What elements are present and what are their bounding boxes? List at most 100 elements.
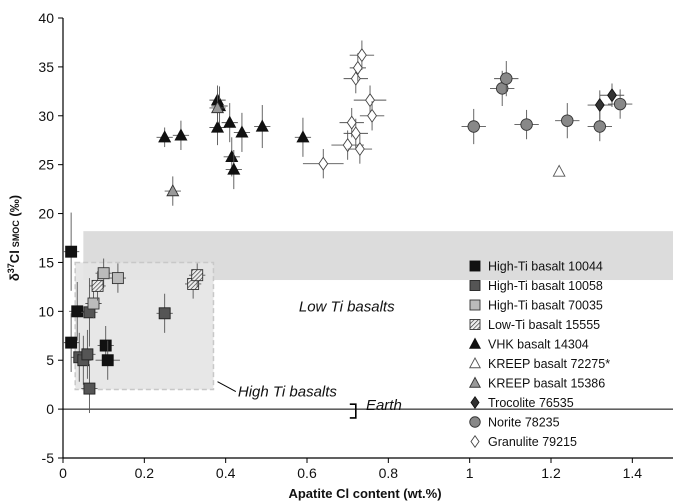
- legend: High-Ti basalt 10044 High-Ti basalt 10058…: [468, 260, 610, 449]
- data-point: [65, 245, 78, 258]
- series-0: [63, 212, 120, 380]
- x-tick-label: 1.4: [623, 465, 643, 481]
- data-point: [191, 269, 204, 282]
- x-tick-label: 1.2: [541, 465, 561, 481]
- x-tick-label: 0.6: [297, 465, 317, 481]
- y-axis-title-element: Cl: [7, 250, 22, 263]
- data-point: [346, 115, 357, 130]
- y-tick-label: -5: [42, 450, 55, 466]
- data-point: [318, 156, 329, 171]
- data-point: [65, 336, 78, 349]
- y-tick-label: 30: [38, 108, 54, 124]
- data-point: [354, 141, 365, 157]
- series-8: [461, 61, 633, 145]
- data-point: [223, 115, 237, 128]
- region-high-ti-outline: [74, 261, 215, 391]
- legend-marker: [469, 299, 481, 311]
- data-point: [227, 162, 241, 175]
- series-7: [587, 83, 625, 120]
- x-tick-label: 0: [59, 465, 67, 481]
- data-point: [613, 97, 627, 111]
- data-point: [99, 339, 112, 352]
- data-point: [97, 267, 110, 280]
- legend-label: Granulite 79215: [488, 435, 577, 449]
- earth-range-bracket: [349, 403, 357, 419]
- y-axis-title-superscript: 37: [6, 263, 16, 273]
- legend-label: High-Ti basalt 10044: [488, 260, 603, 274]
- data-point: [83, 382, 96, 395]
- y-tick-label: 25: [38, 157, 54, 173]
- data-point: [296, 130, 310, 143]
- x-tick-label: 1: [466, 465, 474, 481]
- data-point: [350, 71, 361, 86]
- low-ti-basalts-label: Low Ti basalts: [299, 298, 395, 315]
- data-point: [342, 137, 353, 153]
- data-point: [211, 120, 225, 133]
- legend-label: High-Ti basalt 10058: [488, 279, 603, 293]
- legend-label: Low-Ti basalt 15555: [488, 318, 600, 332]
- legend-label: KREEP basalt 72275*: [488, 357, 610, 371]
- data-point: [593, 120, 607, 133]
- y-tick-label: 20: [38, 206, 54, 222]
- legend-marker: [468, 376, 482, 388]
- x-axis-title: Apatite Cl content (wt.%): [288, 486, 441, 501]
- series-1: [71, 278, 173, 414]
- y-axis-title-delta: δ: [7, 273, 22, 281]
- data-point: [211, 100, 225, 114]
- data-point: [500, 72, 513, 85]
- data-point: [520, 118, 533, 131]
- data-point: [235, 125, 249, 138]
- data-point: [101, 354, 114, 367]
- earth-label: Earth: [366, 397, 402, 414]
- y-axis-title: δ37Cl SMOC (‰): [6, 195, 22, 281]
- data-point: [552, 164, 566, 177]
- y-tick-label: 40: [38, 10, 54, 26]
- legend-marker: [469, 260, 481, 272]
- series-6: [164, 93, 226, 206]
- legend-marker: [470, 395, 480, 410]
- legend-label: Trocolite 76535: [488, 396, 574, 410]
- legend-marker: [468, 337, 482, 349]
- data-point: [255, 119, 269, 132]
- data-point: [607, 88, 617, 103]
- series-2: [85, 258, 127, 319]
- series-9: [302, 40, 387, 179]
- annotations: Low Ti basalts High Ti basalts Earth: [217, 298, 402, 419]
- data-point: [71, 305, 84, 318]
- data-point: [594, 97, 605, 113]
- y-tick-label: 5: [46, 352, 54, 368]
- legend-label: Norite 78235: [488, 416, 560, 430]
- y-tick-label: 15: [38, 254, 54, 270]
- legend-marker: [469, 416, 481, 428]
- data-point: [350, 126, 361, 141]
- data-point: [225, 149, 239, 162]
- data-point: [365, 93, 375, 108]
- high-ti-basalts-label: High Ti basalts: [238, 383, 338, 400]
- series-4: [156, 85, 312, 190]
- y-axis-title-unit: (‰): [7, 195, 22, 220]
- legend-label: High-Ti basalt 70035: [488, 299, 603, 313]
- y-axis-title-subscript: SMOC: [11, 220, 21, 248]
- data-point: [367, 108, 378, 123]
- data-series: [63, 40, 633, 414]
- data-point: [174, 128, 188, 141]
- x-tick-label: 0.8: [379, 465, 399, 481]
- series-3: [89, 263, 206, 301]
- series-5: [552, 164, 566, 177]
- data-point: [111, 272, 124, 285]
- data-point: [158, 130, 172, 143]
- legend-marker: [469, 319, 481, 330]
- data-point: [356, 48, 367, 63]
- high-ti-leader-line: [217, 381, 237, 392]
- data-point: [467, 120, 480, 133]
- data-point: [166, 184, 180, 197]
- x-tick-label: 0.2: [135, 465, 155, 481]
- data-point: [87, 297, 100, 310]
- data-point: [81, 348, 94, 361]
- legend-marker: [469, 280, 481, 291]
- data-point: [352, 60, 363, 75]
- data-point: [561, 114, 574, 127]
- legend-label: VHK basalt 14304: [488, 338, 589, 352]
